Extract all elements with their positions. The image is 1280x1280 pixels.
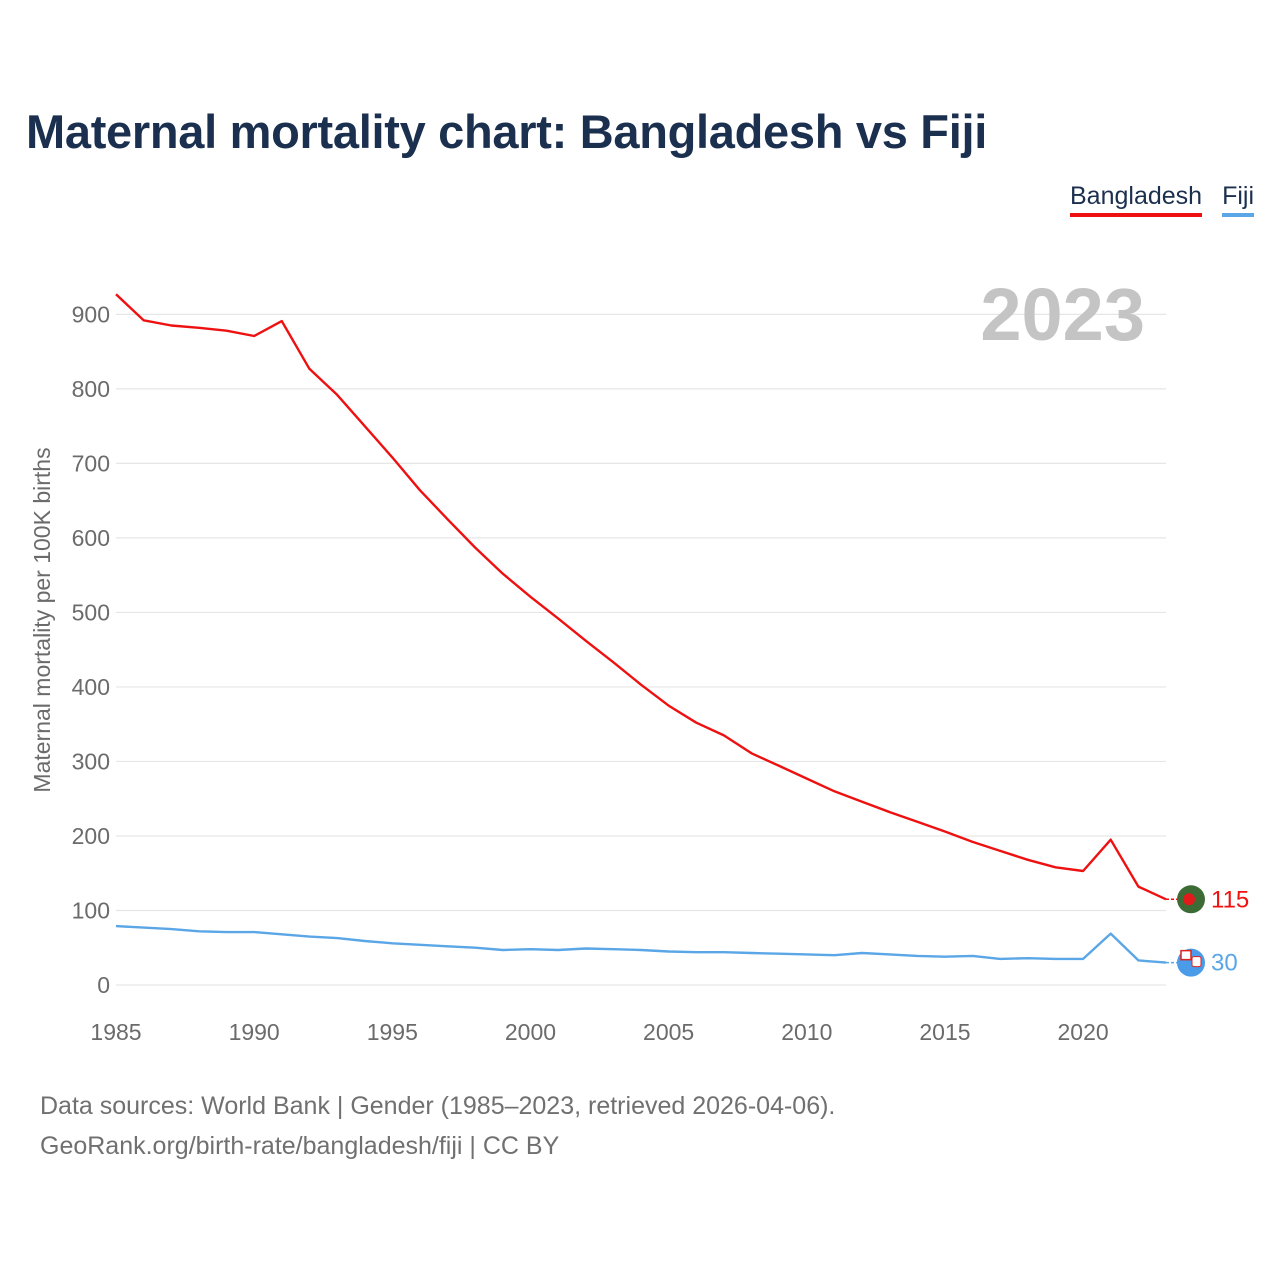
- end-value-label-fiji: 30: [1211, 950, 1238, 977]
- legend: Bangladesh Fiji: [1070, 182, 1254, 217]
- y-tick-label: 0: [97, 972, 110, 998]
- y-tick-label: 100: [72, 897, 110, 923]
- x-axis-ticks: 1985 1990 1995 2000 2005 2010 2015 2020: [90, 1019, 1108, 1045]
- x-tick-label: 1990: [229, 1019, 280, 1045]
- y-tick-label: 900: [72, 301, 110, 327]
- end-value-label-bangladesh: 115: [1211, 886, 1249, 913]
- legend-item-fiji[interactable]: Fiji: [1222, 182, 1254, 217]
- flag-shield: [1191, 956, 1202, 968]
- series-lines: [115, 293, 1167, 964]
- y-tick-label: 200: [72, 823, 110, 849]
- x-tick-label: 1985: [90, 1019, 141, 1045]
- x-tick-label: 2020: [1058, 1019, 1109, 1045]
- series-line-fiji: [115, 924, 1167, 964]
- y-tick-label: 700: [72, 450, 110, 476]
- y-tick-label: 300: [72, 748, 110, 774]
- y-axis-label: Maternal mortality per 100K births: [29, 447, 55, 792]
- chart-title: Maternal mortality chart: Bangladesh vs …: [26, 105, 987, 158]
- source-line-1: Data sources: World Bank | Gender (1985–…: [40, 1092, 836, 1120]
- x-tick-label: 2005: [643, 1019, 694, 1045]
- y-tick-label: 500: [72, 599, 110, 625]
- source-line-2[interactable]: GeoRank.org/birth-rate/bangladesh/fiji |…: [40, 1132, 560, 1160]
- year-badge: 2023: [980, 273, 1145, 356]
- end-markers: 115 30: [1166, 885, 1249, 977]
- y-axis-ticks: 0 100 200 300 400 500 600 700 800 900: [72, 301, 110, 998]
- x-tick-label: 2015: [919, 1019, 970, 1045]
- x-tick-label: 2000: [505, 1019, 556, 1045]
- flag-disc: [1183, 893, 1195, 906]
- y-tick-label: 400: [72, 674, 110, 700]
- series-line-bangladesh: [115, 293, 1167, 901]
- flag-canton: [1180, 949, 1192, 961]
- y-tick-label: 800: [72, 376, 110, 402]
- x-tick-label: 1995: [367, 1019, 418, 1045]
- source-note: Data sources: World Bank | Gender (1985–…: [40, 1086, 835, 1166]
- y-tick-label: 600: [72, 525, 110, 551]
- gridlines: [116, 313, 1166, 986]
- line-chart: 0 100 200 300 400 500 600 700 800 900 1985 1990 199…: [29, 273, 1249, 1045]
- legend-item-bangladesh[interactable]: Bangladesh: [1070, 182, 1203, 217]
- x-tick-label: 2010: [781, 1019, 832, 1045]
